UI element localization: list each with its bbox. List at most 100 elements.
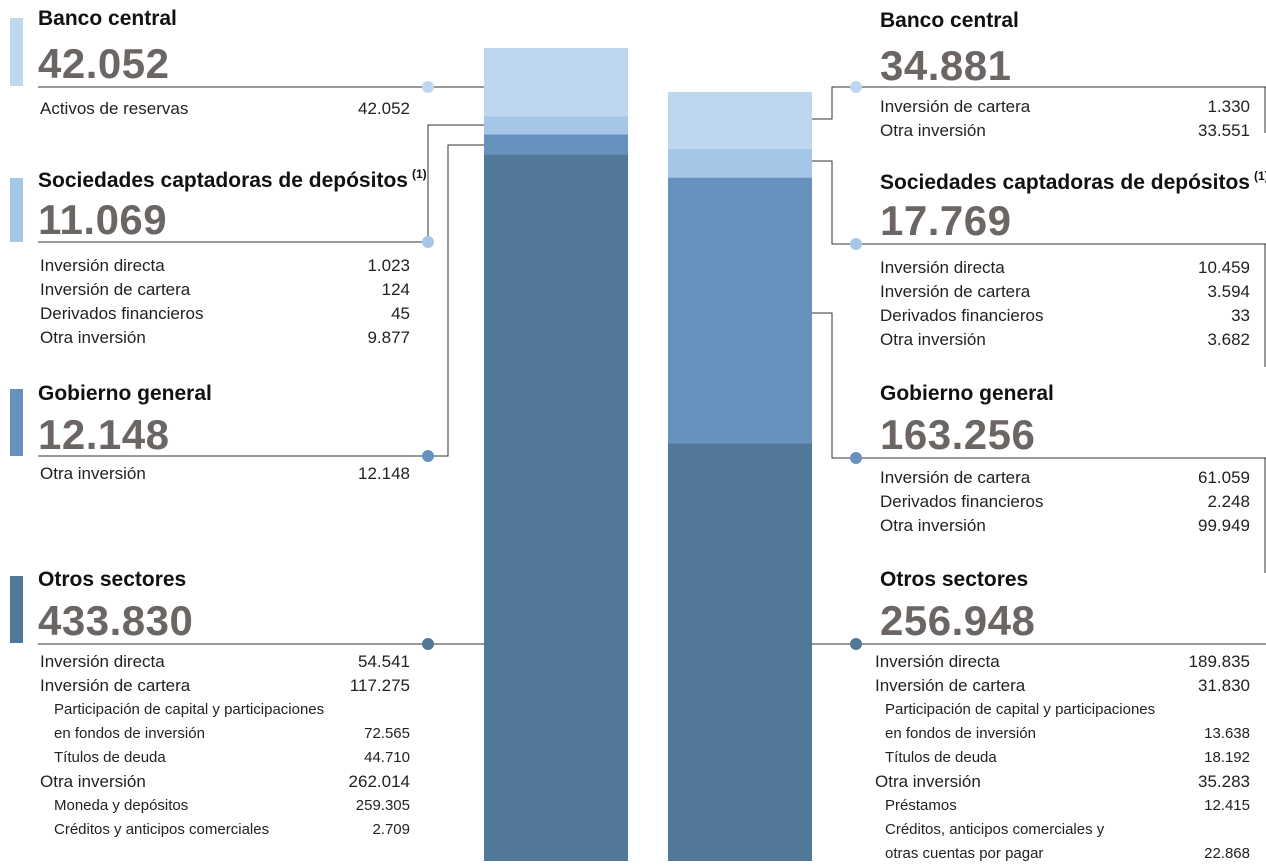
breakdown-row: Derivados financieros 45 bbox=[40, 303, 410, 325]
section-title: Gobierno general bbox=[880, 382, 1054, 405]
connector-dot-left-otros bbox=[422, 638, 434, 650]
right-gobierno-title: Gobierno general bbox=[880, 382, 1054, 406]
section-accent-otros bbox=[10, 576, 23, 643]
row-label: Inversión de cartera bbox=[40, 676, 191, 695]
row-value: 35.283 bbox=[1198, 772, 1250, 791]
row-label: Inversión de cartera bbox=[880, 282, 1031, 301]
breakdown-row: Títulos de deuda 44.710 bbox=[54, 747, 410, 769]
row-label: Créditos y anticipos comerciales bbox=[54, 821, 270, 838]
bar-segment-right-otros bbox=[668, 443, 812, 861]
row-value: 1.023 bbox=[367, 256, 410, 275]
row-label: Préstamos bbox=[885, 797, 957, 814]
breakdown-row: Inversión de cartera 3.594 bbox=[880, 281, 1250, 303]
row-label: Inversión directa bbox=[40, 652, 165, 671]
left-gobierno-total: 12.148 bbox=[38, 411, 170, 458]
breakdown-row: Otra inversión 3.682 bbox=[880, 329, 1250, 351]
breakdown-row: Inversión directa 54.541 bbox=[40, 651, 410, 673]
breakdown-row: Otra inversión 35.283 bbox=[875, 771, 1250, 793]
right-otros-title: Otros sectores bbox=[880, 568, 1028, 592]
row-value: 45 bbox=[391, 304, 410, 323]
row-label: Otra inversión bbox=[40, 464, 146, 483]
right-banco-total: 34.881 bbox=[880, 42, 1012, 89]
row-label: Participación de capital y participacion… bbox=[54, 701, 325, 718]
left-sociedades-total: 11.069 bbox=[38, 196, 168, 243]
row-value: 13.638 bbox=[1204, 725, 1250, 742]
connector-dot-right-gobierno bbox=[850, 452, 862, 464]
right-sociedades-title: Sociedades captadoras de depósitos(1) bbox=[880, 169, 1266, 195]
row-label: otras cuentas por pagar bbox=[885, 845, 1044, 862]
row-value: 3.594 bbox=[1207, 282, 1250, 301]
row-label: Otra inversión bbox=[880, 330, 986, 349]
breakdown-row: Otra inversión 12.148 bbox=[40, 463, 410, 485]
breakdown-row: Derivados financieros 33 bbox=[880, 305, 1250, 327]
row-value: 189.835 bbox=[1188, 652, 1250, 671]
section-title: Banco central bbox=[38, 7, 177, 30]
bar-segment-left-banco bbox=[484, 48, 628, 117]
breakdown-row: Inversión directa 10.459 bbox=[880, 257, 1250, 279]
breakdown-row: Otra inversión 33.551 bbox=[880, 120, 1250, 142]
section-title: Otros sectores bbox=[880, 568, 1029, 591]
row-value: 3.682 bbox=[1207, 330, 1250, 349]
row-value: 124 bbox=[381, 280, 410, 299]
breakdown-row: Inversión de cartera 117.275 bbox=[40, 675, 410, 697]
breakdown-row: Otra inversión 9.877 bbox=[40, 327, 410, 349]
row-value: 22.868 bbox=[1204, 845, 1250, 862]
breakdown-row: Inversión de cartera 61.059 bbox=[880, 467, 1250, 489]
row-label: en fondos de inversión bbox=[885, 725, 1036, 742]
row-value: 10.459 bbox=[1198, 258, 1250, 277]
row-value: 262.014 bbox=[348, 772, 410, 791]
row-value: 9.877 bbox=[367, 328, 410, 347]
connector-right-gobierno bbox=[812, 312, 1266, 459]
row-value: 1.330 bbox=[1207, 97, 1250, 116]
row-label: Derivados financieros bbox=[880, 492, 1044, 511]
row-label: Derivados financieros bbox=[40, 304, 204, 323]
section-title: Sociedades captadoras de depósitos bbox=[38, 169, 408, 192]
row-label: Inversión de cartera bbox=[880, 97, 1031, 116]
row-label: en fondos de inversión bbox=[54, 725, 205, 742]
connector-dot-right-banco bbox=[850, 81, 862, 93]
row-label: Otra inversión bbox=[880, 121, 986, 140]
row-label: Participación de capital y participacion… bbox=[885, 701, 1156, 718]
row-value: 54.541 bbox=[358, 652, 410, 671]
row-label: Otra inversión bbox=[875, 772, 981, 791]
section-title: Banco central bbox=[880, 9, 1019, 32]
breakdown-row: Activos de reservas 42.052 bbox=[40, 98, 410, 120]
breakdown-row: Inversión directa 189.835 bbox=[875, 651, 1250, 673]
row-value: 99.949 bbox=[1198, 516, 1250, 535]
breakdown-row: otras cuentas por pagar 22.868 bbox=[885, 843, 1250, 865]
row-value: 42.052 bbox=[358, 99, 410, 118]
row-value: 12.415 bbox=[1204, 797, 1250, 814]
left-sociedades-title: Sociedades captadoras de depósitos (1) bbox=[38, 167, 427, 193]
connector-dot-left-banco bbox=[422, 81, 434, 93]
breakdown-row: Préstamos 12.415 bbox=[885, 795, 1250, 817]
row-value: 72.565 bbox=[364, 725, 410, 742]
right-otros-total: 256.948 bbox=[880, 597, 1036, 644]
breakdown-row: Moneda y depósitos 259.305 bbox=[54, 795, 410, 817]
row-value: 18.192 bbox=[1204, 749, 1250, 766]
row-label: Activos de reservas bbox=[40, 99, 189, 118]
footnote-marker: (1) bbox=[1253, 169, 1266, 183]
breakdown-row: Derivados financieros 2.248 bbox=[880, 491, 1250, 513]
row-label: Otra inversión bbox=[40, 328, 146, 347]
row-label: Títulos de deuda bbox=[885, 749, 997, 766]
left-gobierno-title: Gobierno general bbox=[38, 382, 212, 406]
connector-dot-left-gobierno bbox=[422, 450, 434, 462]
breakdown-row: Otra inversión 262.014 bbox=[40, 771, 410, 793]
row-label: Títulos de deuda bbox=[54, 749, 166, 766]
bar-segment-left-otros bbox=[484, 154, 628, 861]
section-accent-banco bbox=[10, 18, 23, 86]
row-label: Inversión de cartera bbox=[880, 468, 1031, 487]
row-label: Otra inversión bbox=[40, 772, 146, 791]
breakdown-row: Títulos de deuda 18.192 bbox=[885, 747, 1250, 769]
section-title: Otros sectores bbox=[38, 568, 187, 591]
right-sociedades-total: 17.769 bbox=[880, 197, 1012, 244]
left-banco-total: 42.052 bbox=[38, 40, 170, 87]
breakdown-row: Inversión directa 1.023 bbox=[40, 255, 410, 277]
connector-left-sociedades bbox=[38, 124, 484, 243]
row-value: 33.551 bbox=[1198, 121, 1250, 140]
row-label: Inversión de cartera bbox=[875, 676, 1026, 695]
breakdown-row: Inversión de cartera 1.330 bbox=[880, 96, 1250, 118]
row-value: 12.148 bbox=[358, 464, 410, 483]
